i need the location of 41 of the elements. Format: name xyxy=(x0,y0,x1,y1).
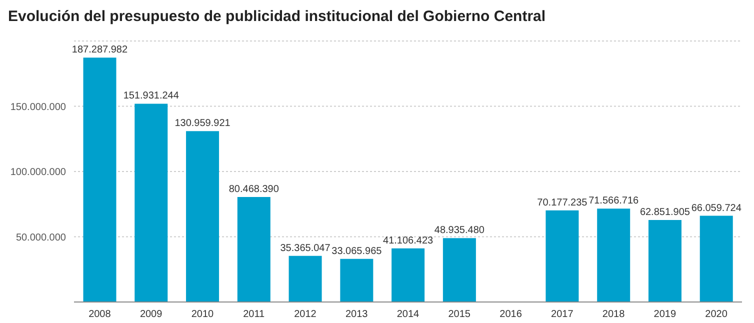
data-label: 70.177.235 xyxy=(537,197,588,208)
bar xyxy=(237,196,270,302)
chart-title: Evolución del presupuesto de publicidad institucional del Gobierno Central xyxy=(8,8,547,25)
x-tick-label: 2010 xyxy=(191,309,214,320)
x-tick-label: 2012 xyxy=(294,309,317,320)
data-label: 66.059.724 xyxy=(691,202,742,214)
bar xyxy=(700,216,733,302)
x-tick-label: 2009 xyxy=(140,309,163,320)
bar xyxy=(392,248,425,302)
data-label: 35.365.047 xyxy=(280,242,331,254)
y-tick-label: 150.000.000 xyxy=(10,102,66,113)
data-label: 71.566.716 xyxy=(588,196,640,207)
bar xyxy=(134,104,168,302)
x-tick-label: 2015 xyxy=(448,309,471,320)
bar xyxy=(442,238,476,302)
x-tick-label: 2008 xyxy=(88,309,112,320)
x-tick-label: 2013 xyxy=(345,309,368,320)
x-tick-label: 2020 xyxy=(705,309,728,320)
bar xyxy=(648,220,682,302)
x-tick-label: 2011 xyxy=(243,309,266,320)
bar xyxy=(340,258,374,302)
data-label: 41.106.423 xyxy=(383,235,434,246)
x-tick-label: 2019 xyxy=(654,309,676,320)
data-label: 33.065.965 xyxy=(332,246,382,257)
x-tick-label: 2017 xyxy=(551,309,574,320)
bar xyxy=(83,58,116,302)
y-tick-label: 100.000.000 xyxy=(10,167,66,178)
bar xyxy=(288,256,322,302)
data-label: 151.931.244 xyxy=(123,90,180,102)
data-label: 80.468.390 xyxy=(228,184,280,195)
bar xyxy=(597,208,630,302)
x-tick-label: 2016 xyxy=(500,309,522,320)
bar xyxy=(186,131,220,302)
y-tick-label: 50.000.000 xyxy=(16,232,66,244)
data-label: 130.959.921 xyxy=(174,118,231,130)
bar xyxy=(546,210,579,302)
x-tick-label: 2018 xyxy=(602,309,626,320)
x-tick-label: 2014 xyxy=(396,309,420,320)
data-label: 48.935.480 xyxy=(434,225,485,236)
data-label: 62.851.905 xyxy=(640,206,690,218)
data-label: 187.287.982 xyxy=(72,44,128,56)
